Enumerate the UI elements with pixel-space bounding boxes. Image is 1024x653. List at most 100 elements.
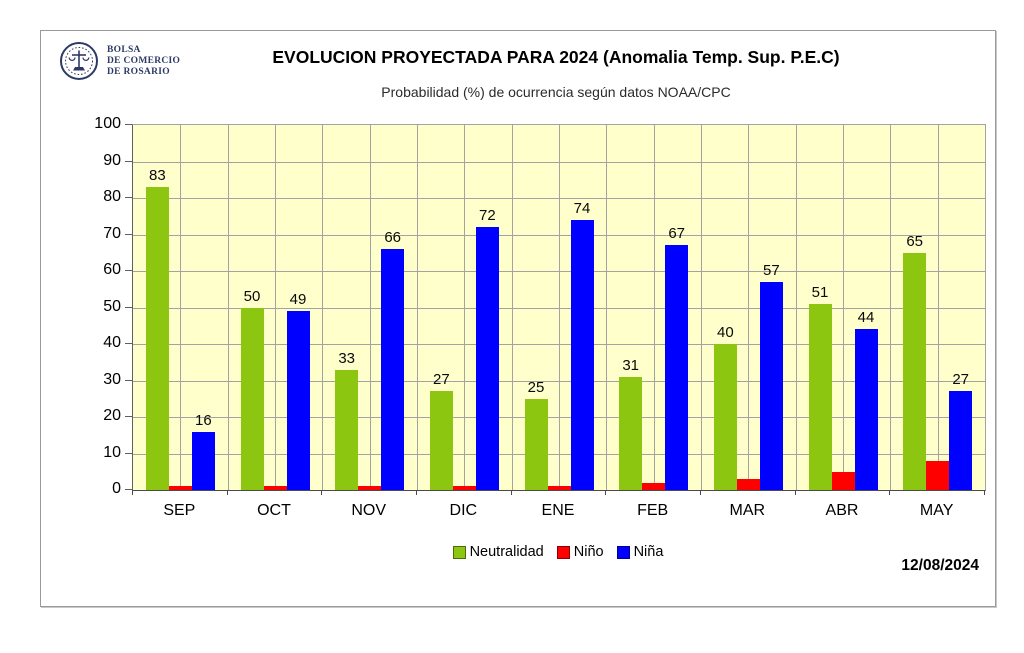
y-axis-tick-label: 60: [103, 261, 121, 278]
bar-value-label: 74: [573, 199, 591, 217]
legend-label: Niño: [573, 544, 604, 560]
bar-value-label: 50: [243, 287, 261, 305]
x-axis-tick: [226, 490, 228, 495]
bar-value-label: 66: [384, 229, 401, 247]
legend-item-niño: Niño: [556, 544, 604, 560]
x-axis-tick: [700, 490, 701, 495]
x-axis-label: DIC: [449, 502, 478, 519]
bar-niño-feb: [642, 482, 666, 490]
y-axis-tick: [125, 489, 132, 490]
bar-niña-sep: [191, 431, 215, 490]
x-axis-label: FEB: [637, 502, 669, 519]
y-axis-tick: [125, 306, 132, 308]
bar-value-label: 31: [622, 356, 639, 374]
bar-value-label: 49: [289, 291, 307, 309]
bar-niño-sep: [168, 486, 192, 490]
y-axis-tick: [125, 160, 132, 162]
bar-value-label: 16: [194, 411, 212, 429]
bar-value-label: 27: [952, 371, 969, 389]
bar-neutralidad-sep: [145, 187, 169, 490]
bcr-logo-text: BOLSA DE COMERCIO DE ROSARIO: [107, 45, 180, 78]
bar-value-label: 67: [668, 225, 685, 243]
legend-swatch-niña: [616, 545, 630, 559]
x-axis-label: SEP: [163, 502, 196, 519]
bar-niño-may: [926, 460, 950, 490]
legend-swatch-neutralidad: [452, 545, 466, 559]
x-axis-label: OCT: [257, 502, 291, 519]
x-axis-label: ENE: [541, 502, 575, 519]
bar-neutralidad-may: [903, 252, 927, 490]
bar-chart: 83 50 33 27 25 31 40 51 65 16 49 66 72 74 67 57 44 27 0 10…: [41, 115, 997, 544]
chart-subtitle: Probabilidad (%) de ocurrencia según dat…: [381, 84, 731, 100]
bar-value-label: 44: [857, 309, 875, 327]
y-axis-tick: [125, 270, 132, 271]
bar-niña-abr: [854, 329, 878, 490]
bar-value-label: 33: [338, 349, 355, 367]
legend: Neutralidad Niño Niña: [132, 544, 984, 560]
bar-neutralidad-abr: [808, 303, 832, 490]
y-axis-tick: [125, 233, 132, 235]
legend-item-neutralidad: Neutralidad: [452, 544, 544, 560]
bar-niña-feb: [665, 245, 689, 490]
y-axis-tick-label: 30: [103, 370, 121, 388]
y-axis-tick-label: 20: [103, 407, 121, 424]
bar-niña-mar: [759, 281, 783, 490]
horizontal-gridline: [133, 161, 985, 163]
bar-niño-mar: [736, 479, 760, 490]
y-axis-tick-label: 10: [103, 443, 121, 461]
bar-value-label: 72: [478, 207, 496, 225]
y-axis-tick-label: 100: [94, 115, 121, 132]
bar-value-label: 27: [432, 371, 450, 389]
bar-neutralidad-dic: [429, 391, 453, 490]
x-axis-label: NOV: [351, 502, 386, 519]
bar-niña-nov: [381, 249, 405, 490]
bar-niño-nov: [358, 486, 382, 490]
logo-line-2: DE COMERCIO: [107, 55, 181, 66]
plot-area: 83 50 33 27 25 31 40 51 65 16 49 66 72 74 67 57 44 27: [132, 124, 986, 491]
legend-label: Niña: [633, 544, 664, 560]
horizontal-gridline: [133, 453, 985, 455]
bar-niño-dic: [452, 486, 476, 490]
report-date: 12/08/2024: [901, 557, 979, 574]
horizontal-gridline: [133, 344, 985, 345]
horizontal-gridline: [133, 380, 985, 382]
legend-swatch-niño: [556, 545, 570, 559]
x-axis-tick: [416, 490, 417, 495]
y-axis-tick: [125, 452, 132, 454]
legend-item-niña: Niña: [616, 544, 664, 560]
bar-value-label: 57: [762, 261, 780, 279]
bar-neutralidad-feb: [619, 376, 643, 490]
y-axis-tick-label: 0: [112, 480, 121, 497]
bar-niña-may: [949, 391, 973, 490]
bar-niño-oct: [263, 486, 287, 490]
x-axis-tick: [889, 490, 891, 495]
bar-value-label: 65: [906, 232, 923, 250]
horizontal-gridline: [133, 417, 985, 418]
bar-niña-oct: [286, 311, 310, 490]
x-axis-tick: [794, 490, 796, 495]
horizontal-gridline: [133, 271, 985, 272]
y-axis-tick: [125, 124, 132, 125]
bar-neutralidad-oct: [240, 307, 264, 490]
x-axis-tick: [984, 490, 985, 495]
bcr-logo: BOLSA DE COMERCIO DE ROSARIO: [59, 41, 180, 81]
bar-neutralidad-nov: [335, 369, 359, 490]
y-axis-tick: [125, 343, 132, 344]
figure-frame: BOLSA DE COMERCIO DE ROSARIO EVOLUCION P…: [40, 30, 996, 607]
y-axis-tick: [125, 197, 132, 198]
x-axis-tick: [132, 490, 133, 495]
bar-value-label: 25: [527, 378, 545, 396]
x-axis-label: MAY: [919, 502, 954, 519]
bar-value-label: 51: [811, 283, 829, 301]
bar-neutralidad-ene: [524, 398, 548, 490]
x-axis-label: MAR: [729, 502, 766, 519]
legend-label: Neutralidad: [469, 544, 544, 560]
y-axis-tick-label: 40: [103, 334, 121, 351]
horizontal-gridline: [133, 234, 985, 236]
bar-niña-ene: [570, 219, 594, 490]
x-axis-tick: [510, 490, 512, 495]
x-axis-tick: [605, 490, 607, 495]
bar-value-label: 83: [148, 167, 166, 185]
y-axis-tick-label: 50: [103, 297, 121, 315]
chart-title: EVOLUCION PROYECTADA PARA 2024 (Anomalia…: [272, 47, 840, 67]
